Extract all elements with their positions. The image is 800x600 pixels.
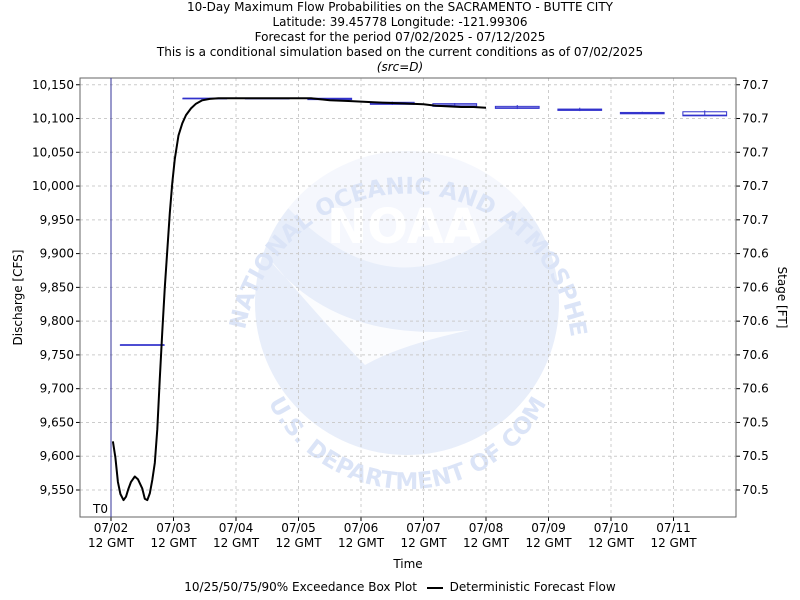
y2-tick-label: 70.5 [742,449,769,463]
x-tick-sublabel: 12 GMT [400,536,447,550]
y-tick-label: 10,100 [32,112,74,126]
legend-line-label: Deterministic Forecast Flow [449,580,616,594]
y-tick-label: 10,050 [32,145,74,159]
y-tick-label: 10,000 [32,179,74,193]
y-tick-label: 9,900 [40,247,74,261]
y-axis-title: Discharge [CFS] [11,250,25,346]
legend-box-label: 10/25/50/75/90% Exceedance Box Plot [184,580,417,594]
x-tick-sublabel: 12 GMT [213,536,260,550]
source-note: (src=D) [376,60,424,74]
noaa-logo-sky [283,120,530,268]
y2-tick-label: 70.5 [742,415,769,429]
x-tick-sublabel: 12 GMT [338,536,385,550]
plot-frame [79,77,737,518]
grid [80,78,736,517]
y-tick-label: 9,650 [40,415,74,429]
deterministic-forecast-line [111,97,487,502]
chart-header: 10-Day Maximum Flow Probabilities on the… [0,0,800,75]
y2-tick-label: 70.7 [742,78,769,92]
x-tick-sublabel: 12 GMT [463,536,510,550]
y2-tick-label: 70.6 [742,348,769,362]
x-tick-sublabel: 12 GMT [88,536,135,550]
y2-tick-label: 70.6 [742,247,769,261]
y-tick-label: 9,700 [40,382,74,396]
axes: 9,550 70.5 9,600 70.5 9,650 70.5 9,700 70.6 9,75… [32,77,769,550]
x-tick-label: 07/10 [594,521,629,535]
x-tick-sublabel: 12 GMT [275,536,322,550]
x-tick-label: 07/11 [656,521,691,535]
y-tick-label: 9,550 [40,483,74,497]
legend: 10/25/50/75/90% Exceedance Box Plot Dete… [0,580,800,594]
y2-tick-label: 70.7 [742,145,769,159]
legend-line-swatch [426,586,443,589]
y2-tick-label: 70.7 [742,213,769,227]
y2-tick-label: 70.6 [742,314,769,328]
y-tick-label: 9,950 [40,213,74,227]
y2-tick-label: 70.7 [742,112,769,126]
exceedance-box [682,111,728,117]
y-tick-label: 9,800 [40,314,74,328]
period-subtitle: Forecast for the period 07/02/2025 - 07/… [254,30,546,44]
y2-tick-label: 70.5 [742,483,769,497]
y-tick-label: 9,750 [40,348,74,362]
x-tick-label: 07/03 [156,521,191,535]
x-axis-title: Time [392,557,422,571]
noaa-logo-gull [262,250,470,365]
x-tick-label: 07/08 [469,521,504,535]
noaa-watermark: NATIONAL OCEANIC AND ATMOSPHERIC ADMINIS… [0,0,591,495]
y-tick-label: 10,150 [32,78,74,92]
x-tick-sublabel: 12 GMT [650,536,697,550]
noaa-logo-text: NOAA [327,199,481,255]
x-tick-sublabel: 12 GMT [588,536,635,550]
x-tick-label: 07/09 [531,521,566,535]
y2-tick-label: 70.6 [742,382,769,396]
y-tick-label: 9,600 [40,449,74,463]
x-tick-label: 07/06 [344,521,379,535]
x-tick-sublabel: 12 GMT [150,536,197,550]
x-tick-label: 07/07 [406,521,441,535]
y2-tick-label: 70.6 [742,280,769,294]
x-tick-label: 07/05 [281,521,316,535]
x-tick-label: 07/04 [219,521,254,535]
y2-tick-label: 70.7 [742,179,769,193]
chart-title: 10-Day Maximum Flow Probabilities on the… [186,0,613,14]
y-tick-label: 9,850 [40,280,74,294]
y2-axis-title: Stage [FT] [775,267,789,329]
x-tick-sublabel: 12 GMT [525,536,572,550]
t0-label: T0 [92,502,108,516]
conditional-note: This is a conditional simulation based o… [156,45,644,59]
location-subtitle: Latitude: 39.45778 Longitude: -121.99306 [272,15,528,29]
x-tick-label: 07/02 [94,521,129,535]
deterministic-series [111,97,487,502]
